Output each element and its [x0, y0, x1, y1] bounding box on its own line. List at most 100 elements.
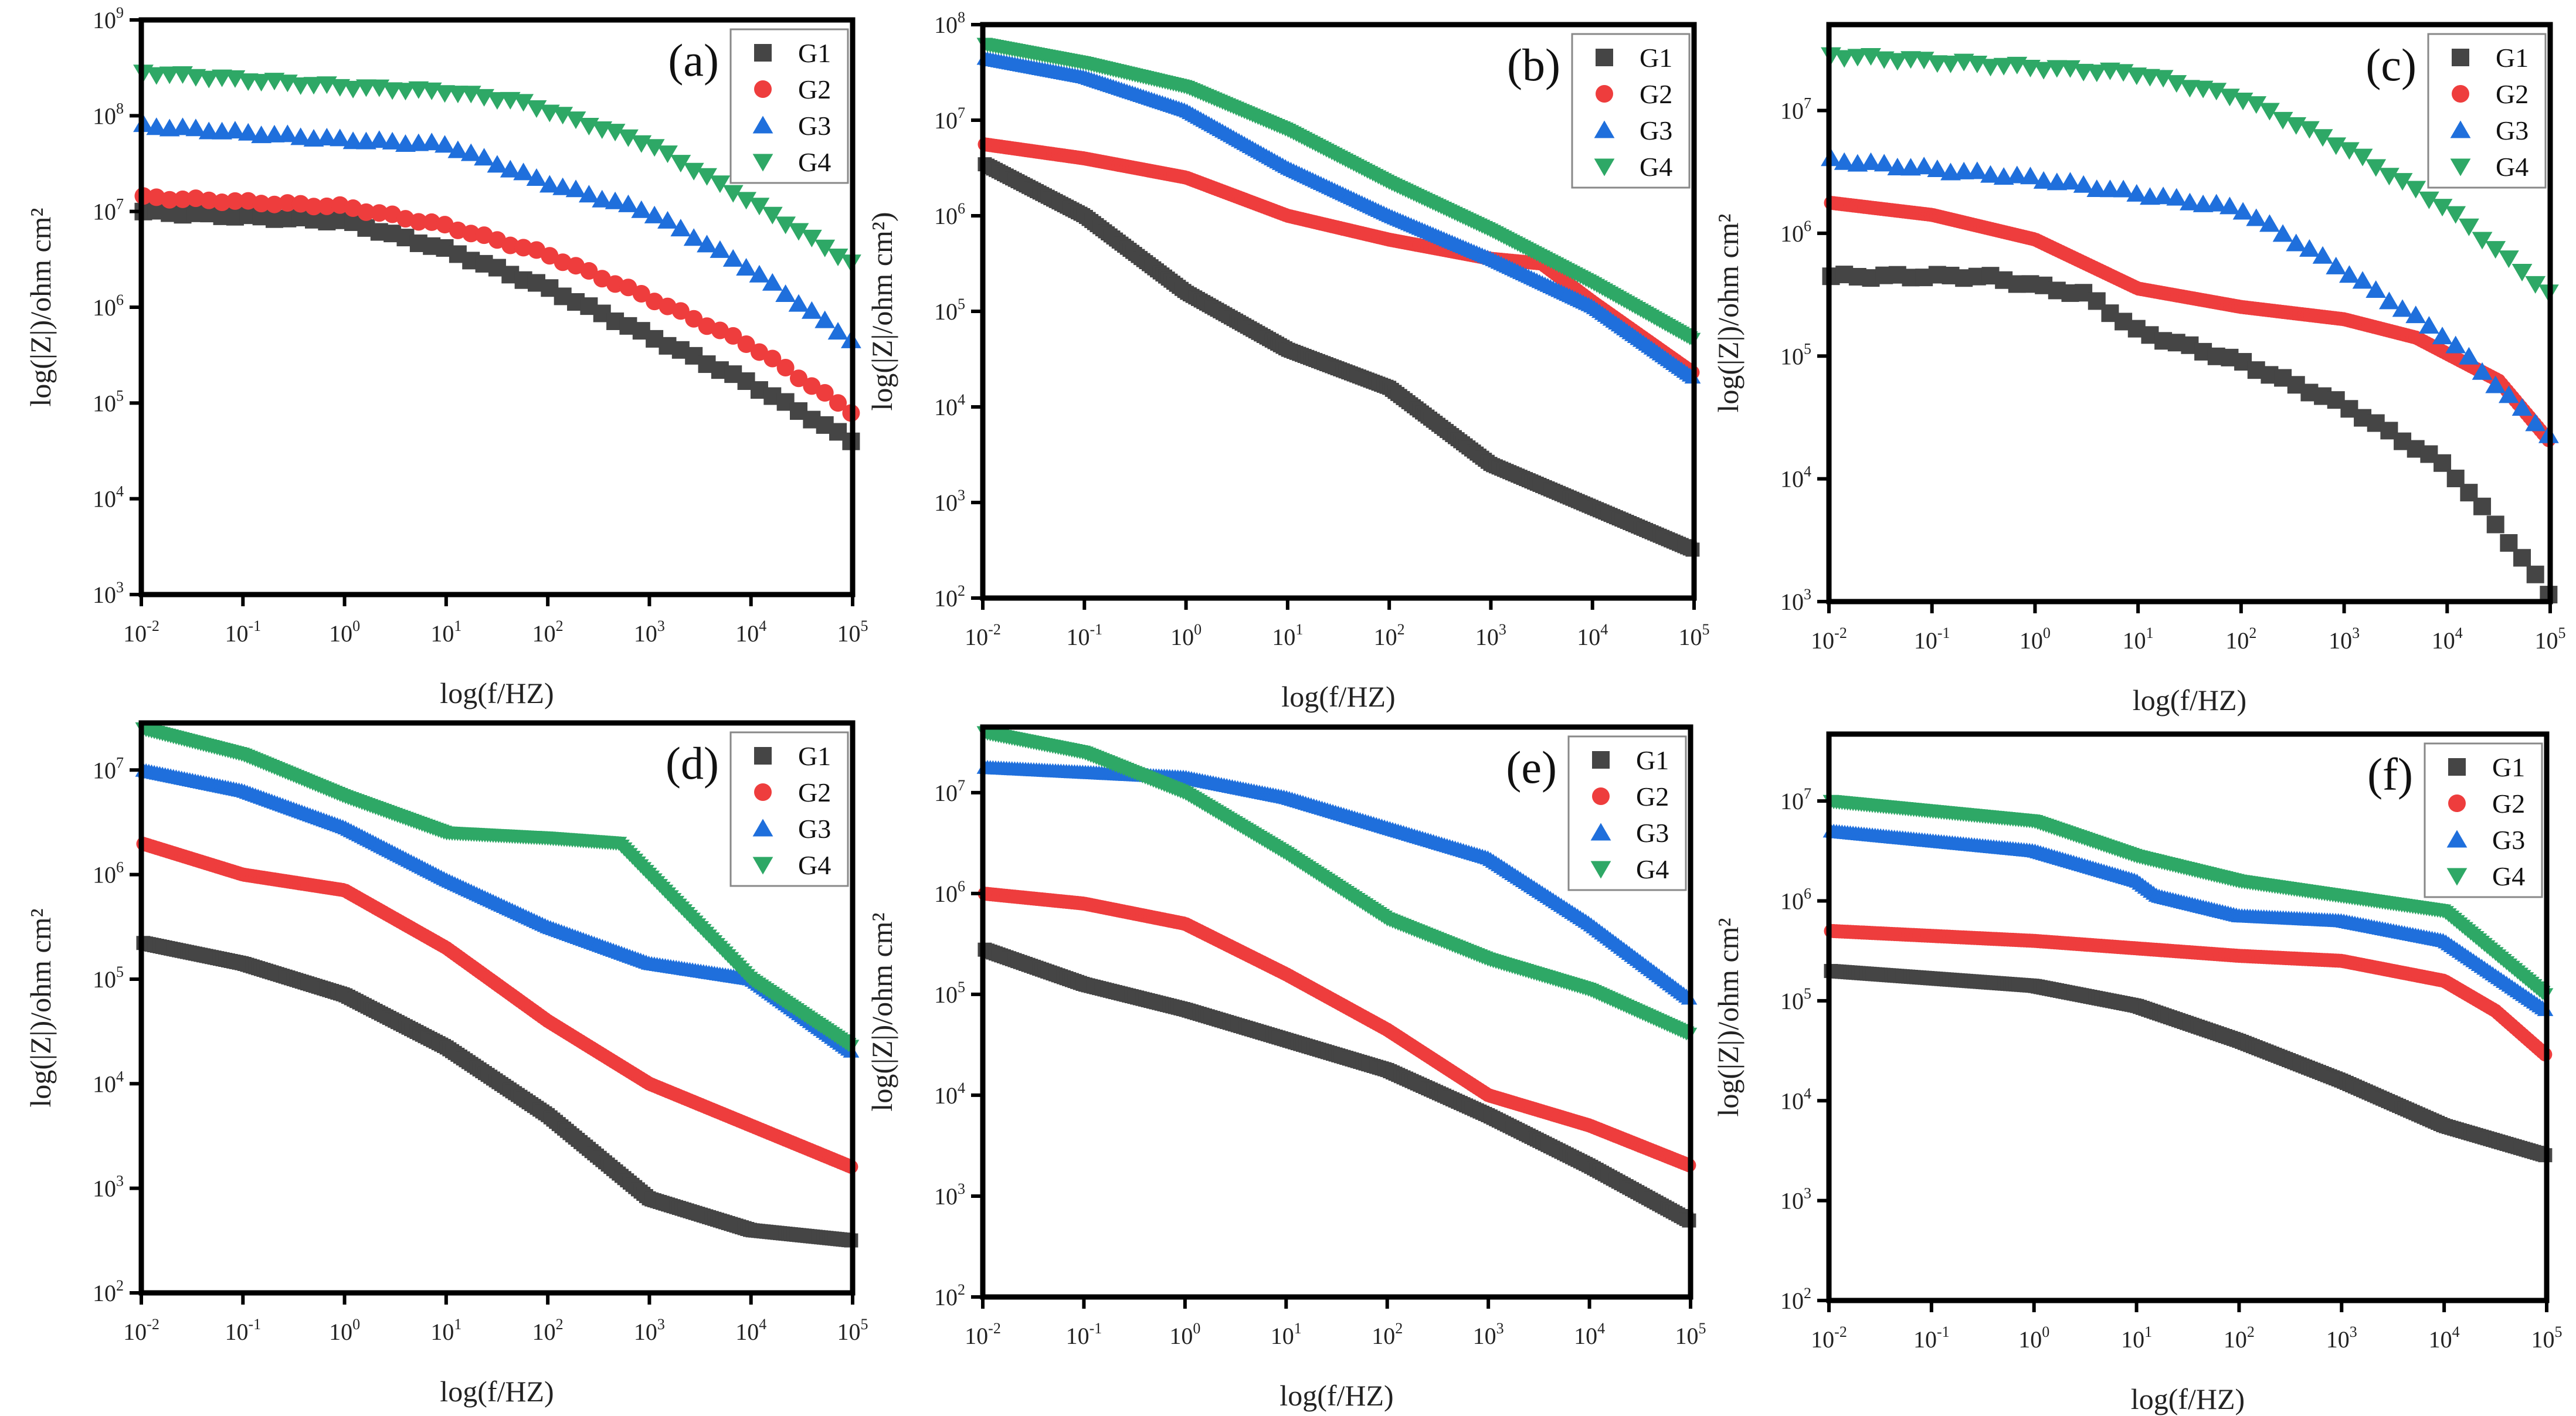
tick-exponent: -2: [988, 621, 1001, 638]
data-point-triangle-down: [2365, 159, 2387, 177]
data-point-triangle-up: [2418, 316, 2439, 334]
tick-exponent: 2: [116, 1277, 124, 1294]
data-point-triangle-down: [146, 67, 167, 85]
tick-base: 10: [934, 394, 958, 420]
tick-exponent: 2: [2249, 624, 2256, 641]
tick-exponent: 5: [861, 617, 868, 634]
panel-c: 10-2 10-1 100 101 102 103 104 10510310410510610…: [1712, 22, 2566, 717]
data-point-triangle-down: [159, 66, 180, 84]
y-tick-label: 105: [1780, 340, 1811, 369]
data-point-circle: [754, 80, 772, 98]
data-point-circle: [1592, 787, 1610, 805]
data-point-triangle-down: [1940, 55, 1961, 73]
data-point-triangle-up: [670, 219, 691, 237]
data-point-triangle-up: [2259, 214, 2280, 232]
x-tick-label: 101: [2123, 624, 2154, 654]
data-point-triangle-down: [2525, 276, 2546, 294]
data-point-triangle-down: [2352, 148, 2373, 167]
tick-base: 10: [1574, 1323, 1597, 1349]
data-point-triangle-down: [2073, 63, 2094, 82]
data-point-circle: [816, 384, 834, 402]
series-G1: [1824, 964, 2553, 1163]
tick-exponent: 0: [352, 1316, 360, 1333]
data-point-triangle-up: [2206, 193, 2227, 212]
data-point-triangle-down: [342, 80, 364, 99]
x-tick-label: 105: [1675, 1320, 1706, 1349]
data-point-triangle-down: [749, 198, 770, 216]
tick-exponent: 4: [2455, 624, 2463, 641]
tick-base: 10: [93, 1071, 116, 1097]
data-point-triangle-down: [237, 73, 259, 91]
data-point-circle: [514, 239, 532, 257]
tick-exponent: 3: [958, 1180, 965, 1197]
x-axis-title: log(f/HZ): [1281, 680, 1395, 713]
legend-label: G2: [798, 74, 831, 104]
data-point-triangle-down: [2206, 83, 2227, 101]
data-point-triangle-down: [2472, 232, 2493, 250]
legend-label: G3: [2496, 116, 2529, 145]
legend-box: [2427, 33, 2547, 189]
tick-base: 10: [735, 620, 759, 647]
x-tick-label: 104: [1574, 1320, 1605, 1349]
x-axis-title: log(f/HZ): [440, 677, 554, 709]
x-tick-label: 105: [837, 617, 868, 647]
data-point-triangle-down: [2166, 75, 2187, 93]
tick-base: 10: [93, 294, 116, 321]
x-tick-label: 104: [2432, 624, 2463, 654]
legend-item-G2: G2: [1596, 79, 1672, 109]
data-point-triangle-down: [2299, 121, 2320, 139]
tick-base: 10: [934, 780, 958, 806]
data-point-triangle-down: [526, 100, 547, 118]
tick-exponent: 3: [958, 487, 965, 504]
data-point-circle: [436, 216, 454, 234]
data-point-triangle-up: [827, 322, 849, 340]
tick-exponent: 1: [1295, 621, 1303, 638]
data-point-triangle-up: [631, 200, 652, 218]
x-tick-label: 101: [430, 617, 461, 647]
tick-exponent: 2: [556, 617, 564, 634]
tick-base: 10: [1169, 1323, 1193, 1349]
tick-exponent: 4: [1804, 463, 1811, 480]
data-point-square: [2513, 549, 2531, 567]
tick-exponent: 5: [116, 387, 124, 404]
legend-label: G4: [1636, 854, 1669, 884]
data-point-triangle-up: [2339, 265, 2360, 283]
legend-item-G3: G3: [1594, 116, 1672, 145]
tick-exponent: 3: [116, 1173, 124, 1190]
data-point-triangle-up: [2086, 179, 2107, 198]
tick-exponent: -1: [248, 1316, 261, 1333]
y-tick-label: 104: [93, 483, 124, 512]
legend-item-G3: G3: [752, 111, 831, 141]
x-tick-label: 101: [1272, 621, 1303, 650]
legend-item-G4: G4: [752, 147, 831, 177]
legend-label: G3: [1636, 818, 1669, 848]
data-point-triangle-down: [2378, 168, 2399, 186]
x-tick-label: 100: [329, 617, 360, 647]
panel-e: 10-2 10-1 100 101 102 103 104 10510210310410510…: [866, 724, 1706, 1412]
data-point-circle: [724, 327, 742, 345]
data-point-triangle-up: [2073, 175, 2094, 193]
panel-label: (d): [666, 738, 719, 789]
panel-d: 10-2 10-1 100 101 102 103 104 10510210310410510…: [24, 720, 868, 1408]
data-point-triangle-down: [1900, 51, 1921, 69]
tick-exponent: 5: [1804, 340, 1811, 357]
data-point-triangle-down: [2405, 181, 2426, 199]
x-tick-label: 10-2: [965, 1320, 1001, 1349]
legend-label: G4: [1640, 152, 1672, 182]
legend-box: [1571, 33, 1691, 189]
data-point-triangle-down: [762, 206, 783, 225]
tick-exponent: 3: [1499, 621, 1506, 638]
tick-exponent: 5: [861, 1316, 868, 1333]
tick-base: 10: [2535, 627, 2558, 654]
series-G1: [978, 157, 1700, 557]
legend-item-G3: G3: [2450, 116, 2529, 145]
data-point-triangle-up: [2232, 202, 2253, 220]
data-point-triangle-up: [382, 131, 403, 150]
data-point-triangle-up: [788, 294, 809, 312]
data-point-triangle-up: [2498, 385, 2519, 403]
data-point-triangle-up: [2272, 224, 2293, 242]
tick-exponent: 5: [116, 963, 124, 980]
legend-box: [729, 28, 849, 184]
tick-base: 10: [1066, 1323, 1090, 1349]
